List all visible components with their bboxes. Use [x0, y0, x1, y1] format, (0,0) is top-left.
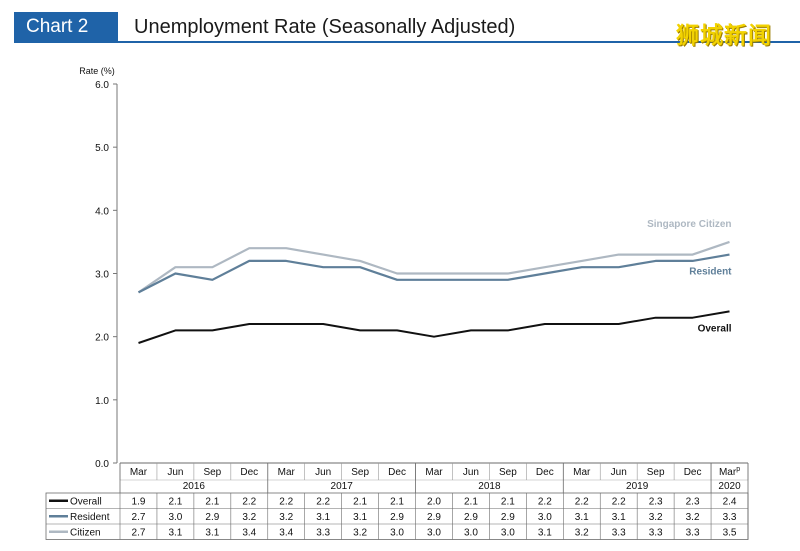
series-line-overall [138, 310, 730, 344]
table-cell-value: 2.1 [168, 496, 182, 507]
table-cell-value: 2.9 [464, 512, 478, 523]
x-tick-label: Dec [240, 467, 258, 478]
x-tick-label: Mar [278, 467, 296, 478]
year-label: 2016 [183, 481, 206, 492]
table-cell-value: 3.1 [612, 512, 626, 523]
table-row-label: Overall [70, 496, 102, 507]
header-divider [14, 41, 800, 43]
table-cell-value: 3.3 [723, 512, 737, 523]
table-cell-value: 3.2 [649, 512, 663, 523]
y-tick-label: 4.0 [95, 206, 109, 217]
table-cell-value: 3.4 [279, 527, 293, 538]
table-cell-value: 2.1 [353, 496, 367, 507]
table-row-label: Citizen [70, 527, 101, 538]
x-tick-label: Sep [499, 467, 517, 478]
x-tick-label: Mar [130, 467, 148, 478]
table-cell-value: 3.0 [427, 527, 441, 538]
table-cell-value: 2.2 [316, 496, 330, 507]
y-tick-label: 2.0 [95, 333, 109, 344]
table-cell-value: 3.0 [501, 527, 515, 538]
table-cell-value: 1.9 [132, 496, 146, 507]
table-row-label: Resident [70, 512, 110, 523]
table-cell-value: 3.3 [649, 527, 663, 538]
table-cell-value: 3.3 [686, 527, 700, 538]
y-tick-label: 1.0 [95, 396, 109, 407]
table-cell-value: 2.7 [132, 527, 146, 538]
table-cell-value: 3.1 [205, 527, 219, 538]
x-tick-label: Sep [647, 467, 665, 478]
table-cell-value: 2.1 [464, 496, 478, 507]
series-line-resident [137, 253, 730, 294]
table-cell-value: 3.1 [316, 512, 330, 523]
table-cell-value: 3.2 [575, 527, 589, 538]
table-cell-value: 3.3 [612, 527, 626, 538]
y-tick-label: 6.0 [95, 80, 109, 91]
table-cell-value: 3.0 [390, 527, 404, 538]
table-cell-value: 3.1 [353, 512, 367, 523]
table-cell-value: 3.1 [575, 512, 589, 523]
table-cell-value: 3.5 [723, 527, 737, 538]
table-cell-value: 3.2 [242, 512, 256, 523]
x-tick-label: Dec [684, 467, 702, 478]
table-cell-value: 3.0 [464, 527, 478, 538]
table-cell-value: 2.9 [390, 512, 404, 523]
x-tick-label: Jun [315, 467, 331, 478]
x-tick-label: Mar [425, 467, 443, 478]
watermark-logo: 狮城新闻 [676, 23, 772, 49]
table-cell-value: 2.2 [612, 496, 626, 507]
year-label: 2018 [478, 481, 501, 492]
y-tick-label: 5.0 [95, 143, 109, 154]
x-tick-label: Dec [388, 467, 406, 478]
table-cell-value: 2.4 [723, 496, 737, 507]
table-cell-value: 2.1 [390, 496, 404, 507]
table-cell-value: 2.1 [205, 496, 219, 507]
table-cell-value: 3.2 [353, 527, 367, 538]
table-cell-value: 2.3 [649, 496, 663, 507]
table-cell-value: 2.3 [686, 496, 700, 507]
x-tick-label: Jun [167, 467, 183, 478]
table-cell-value: 3.2 [686, 512, 700, 523]
table-cell-value: 2.1 [501, 496, 515, 507]
x-tick-label: Mar [573, 467, 591, 478]
table-cell-value: 3.1 [538, 527, 552, 538]
table-cell-value: 2.9 [501, 512, 515, 523]
chart-title: Unemployment Rate (Seasonally Adjusted) [134, 16, 516, 38]
series-label-overall: Overall [698, 323, 732, 334]
series-line-citizen [137, 240, 730, 294]
table-cell-value: 3.2 [279, 512, 293, 523]
table-cell-value: 2.9 [205, 512, 219, 523]
x-tick-label: Jun [611, 467, 627, 478]
series-label-citizen: Singapore Citizen [647, 219, 731, 230]
x-tick-label: Jun [463, 467, 479, 478]
table-cell-value: 3.1 [168, 527, 182, 538]
x-tick-label: Dec [536, 467, 554, 478]
table-cell-value: 2.2 [575, 496, 589, 507]
table-cell-value: 2.2 [279, 496, 293, 507]
y-tick-label: 0.0 [95, 459, 109, 470]
table-cell-value: 2.7 [132, 512, 146, 523]
year-label: 2019 [626, 481, 649, 492]
table-cell-value: 3.3 [316, 527, 330, 538]
y-axis-label: Rate (%) [79, 66, 115, 76]
chart-number-badge: Chart 2 [14, 12, 118, 42]
table-cell-value: 3.0 [168, 512, 182, 523]
x-tick-label: Sep [203, 467, 221, 478]
x-tick-label: Marp [719, 466, 740, 478]
table-cell-value: 2.9 [427, 512, 441, 523]
x-tick-label: Sep [351, 467, 369, 478]
table-cell-value: 2.2 [242, 496, 256, 507]
series-label-resident: Resident [689, 267, 732, 278]
table-cell-value: 2.0 [427, 496, 441, 507]
y-tick-label: 3.0 [95, 270, 109, 281]
chart-header: Chart 2 Unemployment Rate (Seasonally Ad… [0, 0, 800, 49]
table-cell-value: 3.0 [538, 512, 552, 523]
year-label: 2017 [331, 481, 354, 492]
table-cell-value: 2.2 [538, 496, 552, 507]
table-cell-value: 3.4 [242, 527, 256, 538]
year-label: 2020 [718, 481, 741, 492]
